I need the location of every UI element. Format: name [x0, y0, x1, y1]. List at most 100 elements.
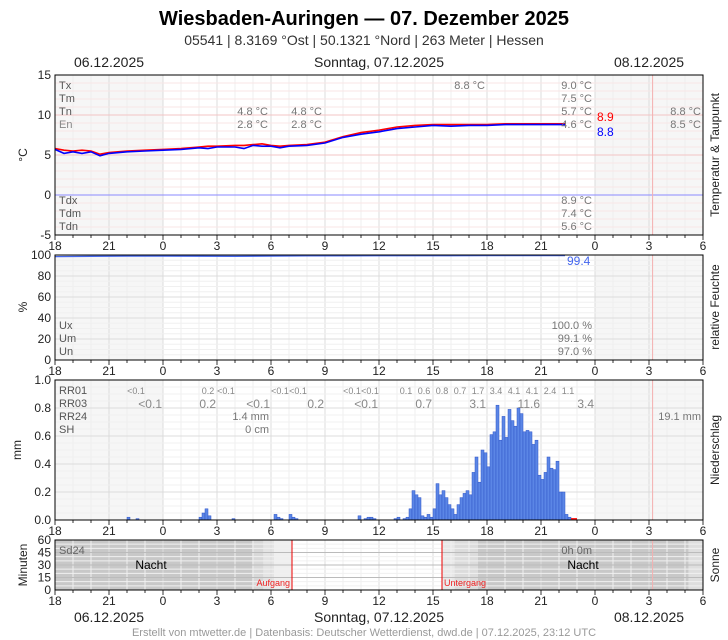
- precip-bar: [534, 439, 539, 521]
- precip-bar: [555, 460, 560, 521]
- x-tick-label: 15: [426, 594, 440, 608]
- precip-bar: [477, 481, 482, 521]
- y-tick-label: 0.4: [34, 457, 51, 471]
- stat-07-un: 97.0 %: [558, 346, 592, 358]
- precip-bar: [273, 514, 278, 521]
- row-label-en: En: [59, 119, 72, 131]
- precip-panel-title: Niederschlag: [708, 415, 722, 485]
- x-tick-label: 21: [102, 594, 116, 608]
- row-label-tm: Tm: [59, 93, 75, 105]
- humidity-panel-title: relative Feuchte: [708, 264, 722, 350]
- y-tick-label: 0: [44, 583, 51, 597]
- row-label-sh: SH: [59, 424, 74, 436]
- precip-bar: [438, 494, 443, 521]
- y-tick-label: 1.0: [34, 373, 51, 387]
- precip-bar: [519, 413, 524, 521]
- x-tick-label: 21: [534, 239, 548, 253]
- row-label-un: Un: [59, 346, 73, 358]
- y-tick-label: 5: [44, 148, 51, 162]
- x-tick-label: 12: [372, 594, 386, 608]
- precip-bar: [411, 490, 416, 521]
- x-tick-label: 6: [268, 524, 275, 538]
- x-tick-label: 3: [646, 594, 653, 608]
- precip-bar: [558, 491, 563, 521]
- current-dewpoint: 8.8: [597, 125, 614, 139]
- row-label-rr24: RR24: [59, 411, 87, 423]
- rr01-value: 1.1: [562, 386, 575, 396]
- rr01-value: <0.1: [127, 386, 145, 396]
- precip-bar: [426, 514, 431, 521]
- x-tick-label: 0: [592, 364, 599, 378]
- rr01-value: 0.1: [400, 386, 413, 396]
- temperature-panel-title: Temperatur & Taupunkt: [708, 92, 722, 217]
- precip-bar: [531, 444, 536, 521]
- y-tick-label: 0.8: [34, 401, 51, 415]
- rr01-value: 3.4: [490, 386, 503, 396]
- x-tick-label: 12: [372, 364, 386, 378]
- y-tick-label: 0.2: [34, 485, 51, 499]
- y-tick-label: 0: [44, 188, 51, 202]
- stat-06a-tn: 4.8 °C: [237, 106, 268, 118]
- y-tick-label: 0: [44, 353, 51, 367]
- x-tick-label: 0: [160, 594, 167, 608]
- x-tick-label: 18: [480, 364, 494, 378]
- x-tick-label: 0: [160, 524, 167, 538]
- x-tick-label: 9: [322, 364, 329, 378]
- y-tick-label: 40: [38, 311, 52, 325]
- current-temperature: 8.9: [597, 110, 614, 124]
- temperature-ylabel: °C: [16, 148, 30, 162]
- panel-frame: [54, 539, 704, 591]
- precip-bar: [453, 514, 458, 521]
- x-tick-label: 9: [322, 524, 329, 538]
- x-tick-label: 18: [48, 594, 62, 608]
- x-tick-label: 6: [700, 594, 707, 608]
- stat-06b-tn: 4.8 °C: [291, 106, 322, 118]
- x-tick-label: 3: [214, 239, 221, 253]
- x-tick-label: 15: [426, 239, 440, 253]
- stat-07-um: 99.1 %: [558, 333, 592, 345]
- x-tick-label: 18: [48, 524, 62, 538]
- humidity-ylabel: %: [16, 301, 30, 312]
- night-label-right: Nacht: [567, 558, 599, 572]
- x-tick-label: 0: [592, 239, 599, 253]
- rr01-value: 4.1: [526, 386, 539, 396]
- precip-bar: [471, 472, 476, 521]
- rr03-value: <0.1: [138, 397, 162, 411]
- date-left-bottom: 06.12.2025: [74, 609, 144, 625]
- rr24-06: 1.4 mm: [232, 411, 269, 423]
- x-tick-label: 21: [534, 524, 548, 538]
- precip-bar: [495, 404, 500, 521]
- rr03-value: <0.1: [354, 397, 378, 411]
- x-tick-label: 18: [480, 594, 494, 608]
- sunrise-label: Aufgang: [256, 578, 290, 588]
- stat-07-tdm: 7.4 °C: [561, 208, 592, 220]
- precip-bar: [435, 483, 440, 521]
- x-tick-label: 3: [214, 594, 221, 608]
- y-tick-label: 30: [38, 558, 52, 572]
- row-label-tn: Tn: [59, 106, 72, 118]
- precip-bar: [501, 416, 506, 521]
- precip-bar: [465, 490, 470, 521]
- rr01-value: <0.1: [217, 386, 235, 396]
- precip-bar: [201, 512, 206, 521]
- precip-bar: [507, 409, 512, 521]
- dewpoint-line: [54, 123, 565, 157]
- row-label-tdm: Tdm: [59, 208, 81, 220]
- x-tick-label: 12: [372, 239, 386, 253]
- row-label-rr03: RR03: [59, 398, 87, 410]
- x-tick-label: 0: [160, 364, 167, 378]
- precip-bar: [207, 515, 212, 521]
- stat-07-tn: 5.7 °C: [561, 106, 592, 118]
- sun-panel-title: Sonne: [708, 547, 722, 582]
- x-tick-label: 21: [534, 364, 548, 378]
- x-tick-label: 6: [268, 594, 275, 608]
- precip-bar: [513, 425, 518, 521]
- rr03-value: <0.1: [246, 397, 270, 411]
- station-info: 05541 | 8.3169 °Ost | 50.1321 °Nord | 26…: [184, 32, 544, 48]
- precip-bar: [528, 431, 533, 521]
- x-tick-label: 3: [214, 364, 221, 378]
- date-right-bottom: 08.12.2025: [614, 609, 684, 625]
- y-tick-label: 0.0: [34, 513, 51, 527]
- date-center-bottom: Sonntag, 07.12.2025: [314, 609, 444, 625]
